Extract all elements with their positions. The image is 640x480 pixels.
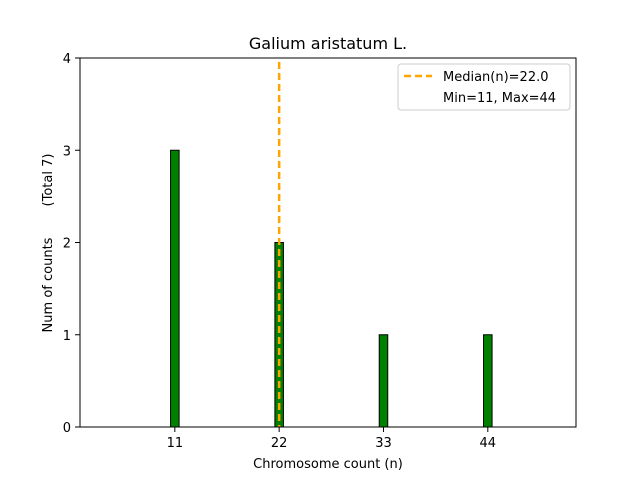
y-axis-label: Num of counts	[41, 237, 56, 332]
legend-minmax-label: Min=11, Max=44	[443, 91, 556, 106]
legend-frame	[397, 63, 571, 111]
x-axis-label: Chromosome count (n)	[253, 457, 403, 472]
legend: Median(n)=22.0 Min=11, Max=44	[397, 63, 571, 111]
x-tick-label-44: 44	[480, 436, 497, 451]
x-tick-label-11: 11	[167, 436, 184, 451]
chart-title: Galium aristatum L.	[249, 34, 407, 53]
bar-33	[378, 334, 389, 428]
y-tick-label-2: 2	[63, 237, 71, 252]
bar-11	[170, 149, 180, 428]
bars	[80, 149, 517, 428]
bar-44	[483, 334, 493, 428]
y-tick-label-3: 3	[63, 144, 71, 159]
x-ticks: 11 22 33 44	[167, 427, 497, 451]
y-tick-label-0: 0	[63, 421, 71, 436]
y-tick-label-1: 1	[63, 329, 71, 344]
bar-22	[274, 242, 284, 428]
x-tick-label-33: 33	[375, 436, 392, 451]
legend-median-label: Median(n)=22.0	[443, 70, 549, 85]
y-tick-label-4: 4	[63, 52, 71, 67]
y-ticks: 0 1 2 3 4	[63, 52, 80, 436]
plot-frame	[79, 57, 577, 428]
y-axis-total-note: (Total 7)	[41, 154, 56, 207]
x-tick-label-22: 22	[271, 436, 288, 451]
